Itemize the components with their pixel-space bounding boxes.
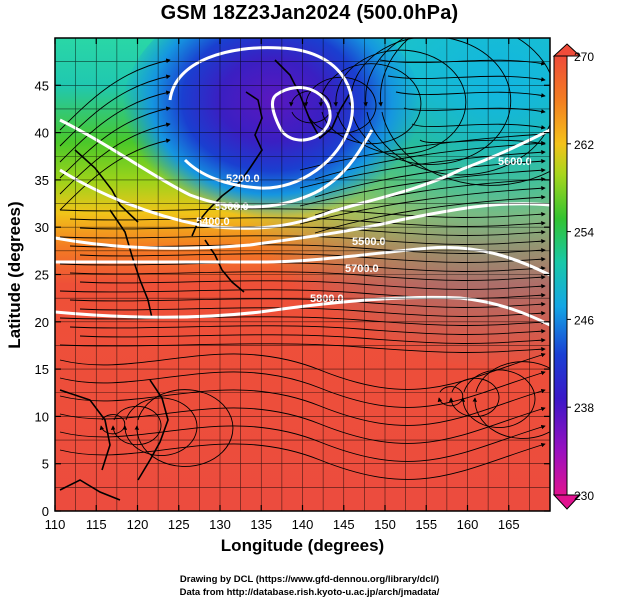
streamline	[314, 194, 546, 234]
streamline	[59, 106, 171, 179]
streamline	[59, 406, 546, 444]
streamline	[460, 369, 536, 428]
x-axis-label: Longitude (degrees)	[220, 536, 385, 555]
contour-label-5600: 5600.0	[498, 156, 532, 168]
streamline	[79, 307, 546, 317]
streamline	[411, 123, 546, 130]
colorbar-tick-label: 246	[574, 313, 594, 327]
streamline	[299, 149, 546, 189]
gridlines	[55, 38, 550, 511]
streamline	[59, 74, 171, 147]
streamline	[395, 91, 546, 98]
y-tick-label: 0	[42, 504, 49, 519]
x-tick-label: 125	[168, 517, 190, 532]
streamline	[59, 424, 546, 462]
x-tick-label: 140	[292, 517, 314, 532]
streamline	[59, 90, 171, 163]
colorbar: 230 238 246 254 262 270	[552, 43, 594, 510]
contour-label-5700: 5700.0	[345, 263, 379, 275]
coastlines	[59, 59, 353, 501]
y-tick-label: 10	[35, 409, 49, 424]
x-axis: 110 115 120 125 130 135 140 145 150 155 160 165	[45, 38, 520, 532]
streamline	[299, 167, 546, 207]
streamline	[59, 388, 546, 426]
streamline	[59, 58, 171, 131]
streamline	[299, 131, 546, 171]
y-tick-label: 30	[35, 220, 49, 235]
y-axis: 0 5 10 15 20 25 30 35 40 45	[35, 78, 550, 519]
credit-line-1: Drawing by DCL (https://www.gfd-dennou.o…	[179, 574, 440, 585]
x-tick-label: 155	[415, 517, 437, 532]
streamline	[59, 122, 171, 195]
streamline	[69, 271, 546, 281]
map-title: GSM 18Z23Jan2024 (500.0hPa)	[160, 2, 459, 24]
streamline	[110, 405, 162, 446]
contour-label-5800: 5800.0	[310, 293, 344, 305]
streamline	[314, 140, 546, 180]
x-tick-label: 110	[45, 517, 66, 532]
streamline	[448, 377, 500, 418]
contour-label-5300: 5300.0	[215, 201, 249, 213]
streamline	[303, 76, 377, 134]
contour-label-5400: 5400.0	[196, 216, 230, 228]
streamline	[387, 75, 546, 82]
y-tick-label: 25	[35, 268, 49, 283]
x-tick-label: 165	[498, 517, 520, 532]
colorbar-tick-label: 270	[574, 50, 594, 64]
x-tick-label: 115	[86, 517, 107, 532]
y-tick-label: 40	[35, 126, 49, 141]
streamline	[79, 334, 546, 344]
contour-label-5200: 5200.0	[226, 173, 260, 185]
y-tick-label: 35	[35, 173, 49, 188]
colorbar-tick-label: 238	[574, 401, 594, 415]
y-axis-label: Latitude (degrees)	[5, 201, 24, 349]
streamline	[472, 361, 550, 439]
streamline	[59, 138, 171, 211]
low-pressure-core	[122, 38, 422, 230]
streamline	[69, 325, 546, 335]
x-tick-label: 130	[209, 517, 231, 532]
colorbar-tick-label: 254	[574, 226, 594, 240]
y-tick-label: 15	[35, 362, 49, 377]
streamline	[59, 442, 546, 480]
x-tick-label: 120	[127, 517, 149, 532]
streamline	[59, 235, 546, 245]
streamline	[79, 280, 546, 290]
x-tick-label: 160	[457, 517, 479, 532]
streamline	[122, 397, 198, 456]
colorbar-body	[553, 55, 568, 496]
streamline	[59, 370, 546, 408]
contour-label-5500: 5500.0	[352, 236, 386, 248]
colorbar-tick-label: 262	[574, 138, 594, 152]
streamline	[59, 208, 546, 218]
y-tick-label: 5	[42, 457, 49, 472]
streamline	[363, 38, 550, 176]
streamline	[299, 185, 546, 225]
streamline	[59, 343, 546, 353]
streamline	[59, 262, 546, 272]
x-tick-label: 150	[374, 517, 396, 532]
credit-line-2: Data from http://database.rish.kyoto-u.a…	[179, 587, 440, 598]
x-tick-label: 145	[333, 517, 355, 532]
x-tick-label: 135	[250, 517, 272, 532]
y-tick-label: 45	[35, 78, 49, 93]
contour-lines	[55, 46, 550, 327]
colorbar-tick-label: 230	[574, 489, 594, 503]
streamline	[59, 316, 546, 326]
streamline	[69, 217, 546, 227]
y-tick-label: 20	[35, 315, 49, 330]
streamline	[403, 107, 546, 114]
